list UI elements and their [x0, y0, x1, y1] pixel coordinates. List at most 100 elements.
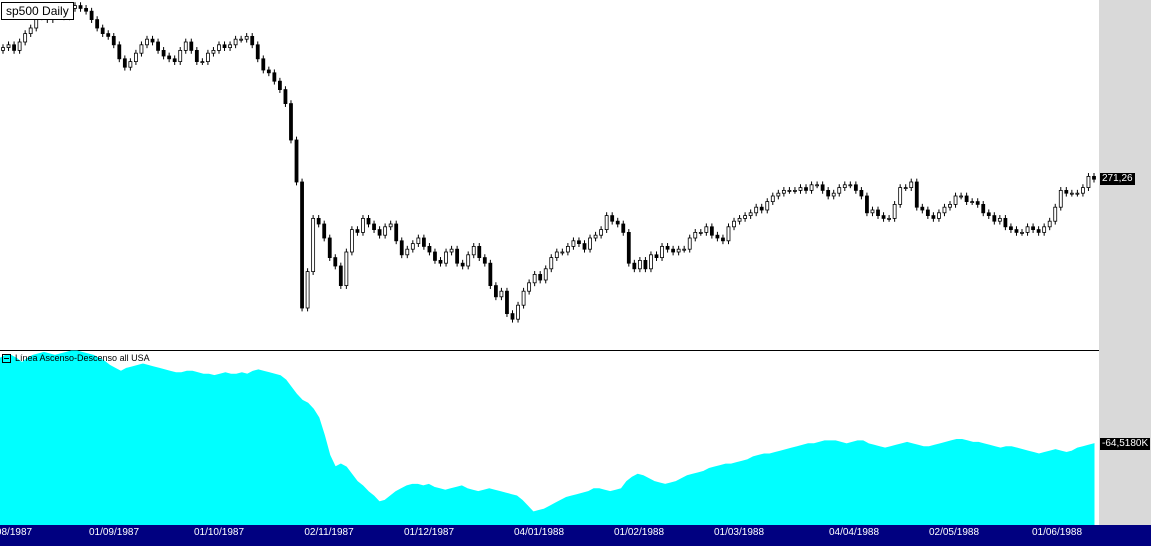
candle [128, 58, 133, 71]
candle-body [715, 234, 720, 239]
candle-body [255, 44, 260, 60]
candle [554, 248, 559, 261]
candle [488, 259, 493, 289]
candle [527, 279, 532, 295]
candle [111, 33, 116, 49]
candle [239, 35, 244, 43]
candle [781, 187, 786, 197]
candle-body [305, 271, 310, 309]
candle-body [937, 212, 941, 219]
candle-body [477, 245, 482, 258]
candle-body [898, 187, 903, 205]
candle [793, 187, 797, 194]
candle [842, 181, 847, 191]
candle-body [444, 251, 448, 264]
candle [6, 41, 11, 51]
candle [588, 234, 592, 253]
candle-body [942, 206, 947, 214]
candle [73, 2, 77, 12]
candle [859, 187, 864, 200]
candle-body [909, 181, 914, 188]
candle-body [344, 251, 349, 286]
candle-body [809, 184, 814, 191]
candle [338, 262, 343, 289]
candle [194, 47, 199, 65]
candle [931, 212, 936, 222]
candle-body [316, 217, 321, 225]
price-scale[interactable] [1099, 0, 1151, 525]
candle [676, 245, 681, 256]
panel-splitter[interactable] [0, 350, 1151, 351]
candle [1025, 223, 1030, 236]
indicator-last-value: -64,5180K [1100, 437, 1151, 450]
candle [1047, 217, 1052, 231]
candle [776, 189, 781, 200]
candle-body [327, 237, 332, 259]
candle-body [643, 259, 648, 270]
time-axis[interactable]: 08/1987 01/09/1987 01/10/1987 02/11/1987 01/… [0, 525, 1151, 546]
candle [903, 184, 908, 191]
candle-body [17, 41, 22, 51]
candle [649, 251, 653, 273]
candle-body [831, 192, 836, 197]
collapse-icon[interactable] [2, 353, 11, 363]
candle [311, 215, 316, 275]
candle-body [300, 181, 304, 309]
candle [300, 178, 304, 312]
candle [815, 181, 819, 189]
candle [876, 206, 880, 219]
candle-body [28, 27, 33, 34]
candle [510, 310, 515, 323]
candle [1081, 184, 1085, 197]
candle [106, 30, 111, 40]
candle [383, 223, 388, 239]
candle-body [361, 217, 365, 233]
candle [626, 229, 631, 267]
time-axis-tick: 08/1987 [0, 527, 33, 538]
candle [189, 38, 194, 54]
candle-body [527, 282, 532, 292]
time-axis-tick: 01/06/1988 [1031, 527, 1083, 538]
candle [95, 16, 100, 32]
candle [975, 198, 980, 208]
candle [327, 234, 332, 261]
candle-body [189, 41, 194, 51]
candle-body [804, 187, 808, 191]
candle [654, 251, 659, 261]
candle-body [244, 36, 249, 40]
candle [964, 192, 969, 205]
candle [970, 198, 975, 205]
candle-body [986, 212, 991, 217]
candle [759, 203, 764, 214]
candle-body [294, 139, 299, 183]
candle-body [637, 259, 642, 270]
candle [754, 203, 759, 217]
candle [145, 35, 149, 49]
candle-body [726, 226, 731, 242]
price-panel[interactable] [0, 0, 1099, 350]
candle [355, 226, 360, 236]
candle-body [1020, 231, 1024, 234]
candle [665, 243, 670, 253]
candle-body [200, 61, 205, 63]
candle [593, 231, 598, 242]
candle-body [128, 61, 133, 68]
candle [726, 223, 731, 245]
candle-body [532, 273, 537, 284]
candle-body [709, 226, 714, 236]
candle [150, 35, 155, 46]
candle-body [172, 58, 177, 62]
candle [953, 192, 958, 208]
candle-body [505, 290, 509, 315]
candle [693, 229, 698, 242]
candle-body [510, 313, 515, 320]
candle [704, 223, 709, 236]
candle-body [787, 189, 792, 192]
candle [881, 212, 886, 222]
candle [244, 33, 249, 43]
candle [937, 209, 941, 222]
candle-body [582, 243, 587, 250]
candle [837, 184, 842, 197]
candle-body [106, 33, 111, 37]
